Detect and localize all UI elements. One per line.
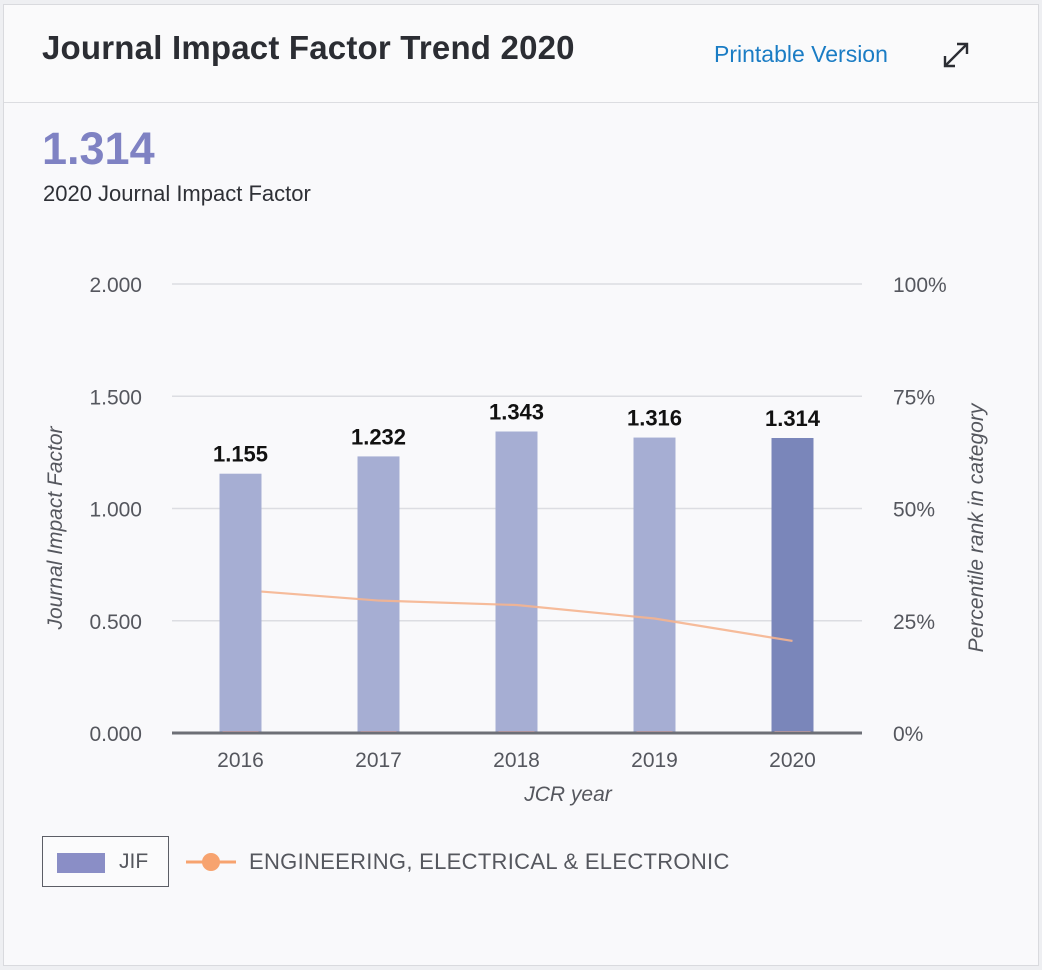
bar-2020 bbox=[771, 438, 814, 733]
impact-factor-value: 1.314 bbox=[42, 123, 155, 174]
y2-tick-label: 0% bbox=[893, 723, 923, 746]
impact-factor-caption: 2020 Journal Impact Factor bbox=[43, 181, 311, 206]
y-tick-label: 0.500 bbox=[89, 611, 142, 634]
y2-tick-label: 100% bbox=[893, 274, 947, 297]
y2-tick-label: 75% bbox=[893, 386, 935, 409]
jif-trend-card: Journal Impact Factor Trend 2020 Printab… bbox=[3, 4, 1039, 966]
card-header: Journal Impact Factor Trend 2020 Printab… bbox=[4, 5, 1038, 103]
bar-2016 bbox=[219, 473, 262, 733]
x-tick-label: 2018 bbox=[493, 749, 540, 772]
x-tick-label: 2017 bbox=[355, 749, 402, 772]
y-tick-label: 2.000 bbox=[89, 274, 142, 297]
card-title: Journal Impact Factor Trend 2020 bbox=[42, 29, 575, 66]
y2-tick-label: 25% bbox=[893, 611, 935, 634]
y2-axis-title: Percentile rank in category bbox=[965, 402, 988, 652]
x-tick-label: 2019 bbox=[631, 749, 678, 772]
bar-2019 bbox=[633, 437, 676, 733]
y-tick-label: 1.000 bbox=[89, 499, 142, 522]
bar-value-label: 1.155 bbox=[213, 442, 268, 467]
x-axis-title: JCR year bbox=[523, 783, 613, 806]
percentile-line bbox=[261, 590, 793, 643]
y-tick-label: 1.500 bbox=[89, 386, 142, 409]
legend-jif-label: JIF bbox=[119, 850, 149, 873]
bar-value-label: 1.316 bbox=[627, 406, 682, 431]
legend-category-label: ENGINEERING, ELECTRICAL & ELECTRONIC bbox=[249, 849, 730, 874]
expand-arrows-icon[interactable] bbox=[936, 35, 976, 75]
printable-version-link[interactable]: Printable Version bbox=[714, 41, 888, 67]
legend-jif[interactable]: JIF bbox=[42, 836, 169, 887]
bar-value-label: 1.232 bbox=[351, 424, 406, 449]
legend-line-marker-icon bbox=[186, 853, 236, 871]
legend-jif-swatch bbox=[57, 853, 105, 873]
y-axis-title: Journal Impact Factor bbox=[44, 425, 67, 630]
bar-value-label: 1.314 bbox=[765, 406, 821, 431]
x-tick-label: 2020 bbox=[769, 749, 816, 772]
bar-value-label: 1.343 bbox=[489, 399, 544, 424]
y-tick-label: 0.000 bbox=[89, 723, 142, 746]
x-tick-label: 2016 bbox=[217, 749, 264, 772]
bar-2018 bbox=[495, 431, 538, 733]
bar-2017 bbox=[357, 456, 400, 733]
y2-tick-label: 50% bbox=[893, 499, 935, 522]
